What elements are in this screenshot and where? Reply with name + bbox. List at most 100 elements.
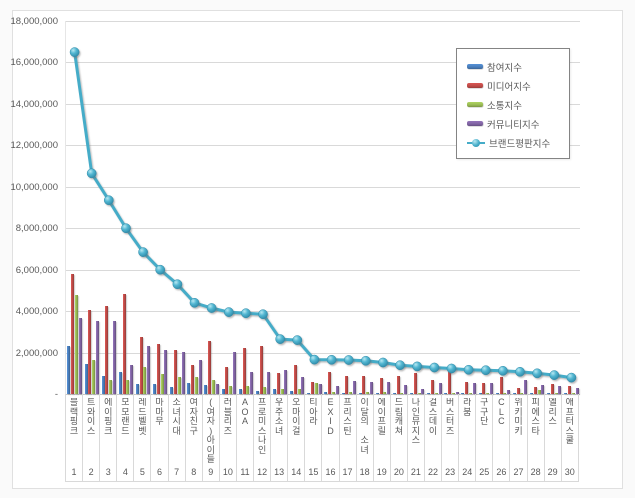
bar-media-index [396, 375, 400, 394]
bar-group-rank-20 [392, 21, 409, 394]
category-label: 이 달 의 소 녀 [360, 398, 369, 455]
legend-swatch-community-index [467, 121, 483, 126]
bar-group-rank-10 [220, 21, 237, 394]
bar-communication-index [537, 389, 541, 394]
bar-communication-index [503, 393, 507, 394]
bar-group-rank-15 [306, 21, 323, 394]
bar-participation-index [238, 389, 242, 394]
bar-community-index [284, 370, 288, 394]
line-marker-rank-19 [378, 357, 388, 368]
category-column: 구 구 단 25 [476, 394, 494, 481]
bar-participation-index [427, 393, 431, 394]
bar-community-index [524, 379, 528, 394]
legend-item-community-index: 커뮤니티지수 [467, 114, 563, 133]
line-marker-rank-18 [360, 355, 371, 366]
bar-group-rank-13 [272, 21, 289, 394]
bar-communication-index [160, 374, 164, 394]
bar-community-index [147, 345, 151, 394]
bar-media-index [379, 378, 383, 394]
bar-participation-index [290, 390, 294, 394]
legend-swatch-participation-index [467, 64, 483, 69]
bar-community-index [181, 352, 185, 394]
bar-community-index [250, 371, 254, 394]
legend-item-participation-index: 참여지수 [467, 57, 563, 76]
bar-participation-index [358, 392, 362, 394]
bar-participation-index [255, 390, 259, 394]
category-label: 프 리 스 틴 [343, 398, 352, 436]
category-rank: 1 [71, 467, 77, 477]
bar-group-rank-19 [374, 21, 391, 394]
line-marker-rank-17 [343, 355, 354, 365]
category-column: 에 이 프 릴 19 [374, 394, 391, 481]
category-rank: 30 [564, 467, 575, 477]
bar-media-index [156, 344, 160, 394]
category-rank: 23 [445, 467, 456, 477]
bar-media-index [362, 376, 366, 394]
bar-group-rank-17 [340, 21, 357, 394]
category-rank: 11 [240, 467, 250, 477]
legend-label: 미디어지수 [487, 81, 531, 93]
bar-communication-index [246, 385, 250, 394]
line-marker-rank-9 [206, 303, 217, 313]
category-label: 티 아 라 [309, 398, 318, 426]
category-rank: 6 [157, 467, 163, 477]
category-label: 블 랙 핑 크 [69, 398, 79, 436]
bar-participation-index [101, 376, 105, 394]
y-axis-tick-labels: 18,000,000 16,000,000 14,000,000 12,000,000… [10, 11, 61, 404]
bar-group-rank-24 [460, 21, 477, 394]
legend-item-media-index: 미디어지수 [467, 76, 563, 95]
category-column: 프 로 미 스 나 인 12 [254, 394, 272, 481]
bar-group-rank-9 [203, 21, 220, 394]
line-marker-rank-20 [395, 360, 405, 371]
category-label: 트 와 이 스 [87, 398, 96, 436]
category-rank: 19 [376, 467, 387, 477]
y-tick-label: 8,000,000 [15, 223, 58, 235]
category-label: 위 키 미 키 [514, 398, 523, 436]
bar-group-rank-23 [443, 21, 460, 394]
gridline [66, 62, 580, 64]
category-rank: 3 [105, 467, 111, 477]
line-marker-rank-3 [103, 195, 114, 206]
bar-media-index [345, 376, 349, 394]
bar-communication-index [194, 377, 198, 394]
bar-participation-index [170, 386, 174, 394]
line-marker-rank-14 [292, 335, 303, 345]
bar-media-index [568, 385, 572, 394]
bar-community-index [232, 351, 236, 394]
category-column: 오 마 이 걸 14 [288, 394, 306, 481]
gridline [66, 311, 580, 313]
category-rank: 24 [462, 467, 473, 477]
bar-participation-index [307, 392, 311, 394]
bar-group-rank-8 [186, 21, 203, 394]
bar-community-index [78, 318, 82, 394]
legend-item-brand-reputation-index: 브랜드평판지수 [467, 133, 563, 152]
gridline [66, 269, 580, 271]
category-column: 우 주 소 녀 13 [271, 394, 289, 481]
category-rank: 17 [342, 467, 353, 477]
category-column: 드 림 캐 쳐 20 [391, 394, 408, 481]
bar-group-rank-25 [477, 21, 494, 394]
y-tick-label: 14,000,000 [10, 98, 58, 110]
category-rank: 13 [274, 467, 285, 477]
bar-communication-index [434, 392, 438, 394]
category-rank: 2 [88, 467, 94, 477]
bar-group-rank-14 [289, 21, 306, 394]
bar-group-rank-26 [494, 21, 511, 394]
category-rank: 14 [291, 467, 302, 477]
bar-media-index [328, 372, 332, 394]
category-column: 레 드 벨 벳 5 [134, 394, 152, 481]
category-label: 러 블 리 즈 [223, 398, 233, 436]
line-marker-rank-28 [532, 368, 543, 379]
bar-media-index [259, 346, 263, 394]
y-tick-label: - [54, 389, 58, 400]
bar-group-rank-12 [254, 21, 271, 394]
line-marker-rank-12 [258, 309, 268, 320]
category-rank: 7 [174, 467, 180, 477]
line-marker-rank-25 [480, 365, 491, 376]
bar-communication-index [143, 366, 147, 394]
category-label: C L C [498, 398, 505, 426]
bar-media-index [413, 372, 417, 394]
category-rank: 16 [325, 467, 336, 477]
bar-community-index [575, 387, 579, 394]
line-marker-rank-6 [155, 264, 166, 275]
